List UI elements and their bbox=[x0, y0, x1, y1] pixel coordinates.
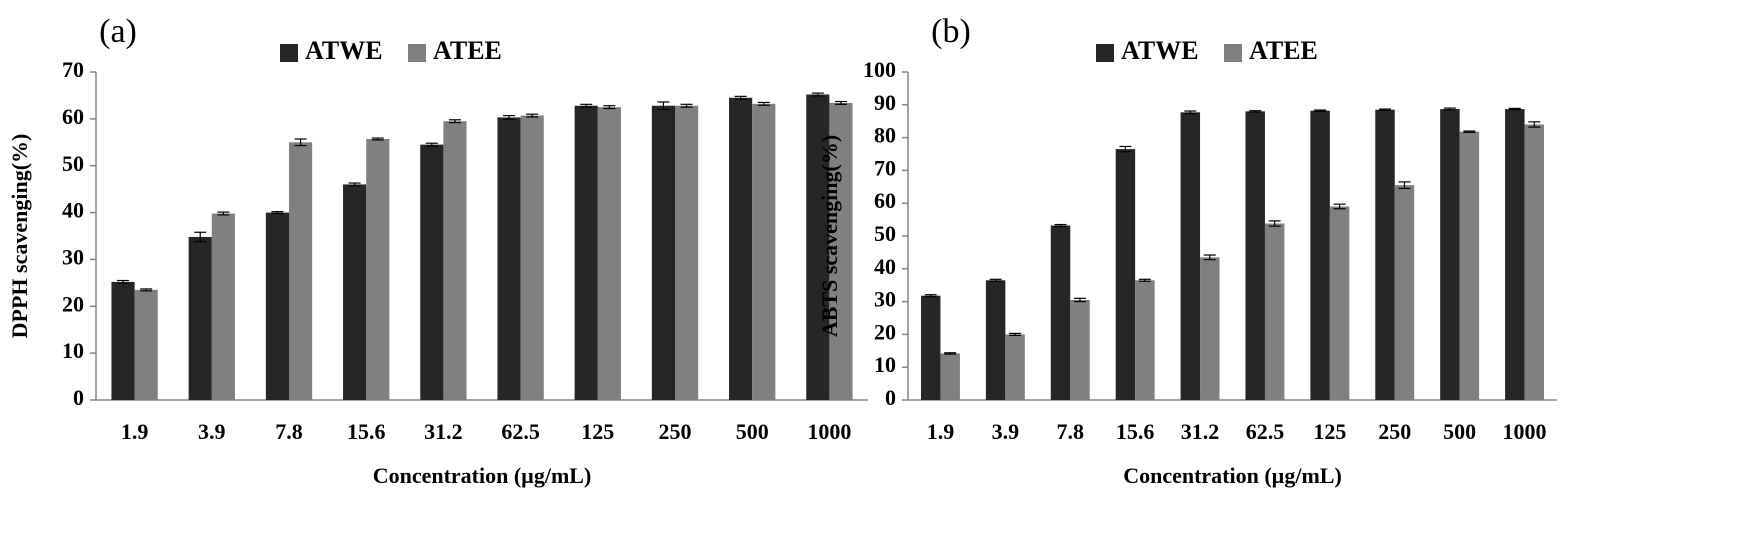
bar-atee-500 bbox=[1459, 131, 1480, 401]
bar-atee-500 bbox=[752, 103, 776, 400]
y-tick-label: 50 bbox=[874, 221, 896, 246]
x-tick-label: 1.9 bbox=[927, 419, 955, 444]
x-tick-label: 7.8 bbox=[275, 419, 303, 444]
x-tick-label: 250 bbox=[659, 419, 692, 444]
x-tick-label: 31.2 bbox=[424, 419, 463, 444]
bar-atee-31.2 bbox=[443, 121, 467, 400]
bar-atee-31.2 bbox=[1200, 257, 1220, 400]
bar-atwe-1.9 bbox=[111, 281, 135, 400]
x-tick-label: 500 bbox=[1443, 419, 1476, 444]
y-axis-title: ABTS scavenging(%) bbox=[817, 135, 842, 337]
bar-atwe-250 bbox=[1375, 109, 1395, 400]
bar-atee-250 bbox=[1394, 185, 1415, 400]
legend-swatch-atwe bbox=[280, 44, 298, 62]
y-tick-label: 10 bbox=[874, 352, 896, 377]
bar-atwe-62.5 bbox=[497, 117, 521, 401]
x-axis-title: Concentration (µg/mL) bbox=[373, 463, 592, 488]
bar-atee-125 bbox=[1329, 206, 1350, 400]
x-tick-label: 250 bbox=[1378, 419, 1411, 444]
y-tick-label: 0 bbox=[885, 385, 896, 410]
x-tick-label: 3.9 bbox=[992, 419, 1020, 444]
x-tick-label: 62.5 bbox=[1246, 419, 1285, 444]
y-tick-label: 90 bbox=[874, 90, 896, 115]
bar-atee-15.6 bbox=[1135, 280, 1155, 400]
bar-atwe-500 bbox=[729, 97, 753, 401]
legend-label-atee: ATEE bbox=[433, 36, 502, 65]
bar-atwe-1000 bbox=[806, 94, 830, 401]
y-tick-label: 20 bbox=[874, 319, 896, 344]
bar-atee-125 bbox=[597, 107, 621, 401]
panel-label: (b) bbox=[931, 13, 971, 50]
bar-atee-3.9 bbox=[211, 213, 235, 400]
bar-atee-15.6 bbox=[366, 139, 390, 400]
x-axis-title: Concentration (µg/mL) bbox=[1123, 463, 1342, 488]
y-axis-title: DPPH scavenging(%) bbox=[7, 134, 32, 339]
bar-atwe-31.2 bbox=[1180, 112, 1201, 401]
chart-panel-b: (b) ATWE ATEE 0 10 20 30 40 50 60 70 80 90 100 1.9 3.9 7… bbox=[817, 13, 1557, 488]
x-tick-label: 7.8 bbox=[1057, 419, 1085, 444]
x-tick-label: 1000 bbox=[1503, 419, 1547, 444]
y-tick-label: 80 bbox=[874, 123, 896, 148]
y-tick-label: 100 bbox=[863, 57, 896, 82]
x-tick-label: 15.6 bbox=[347, 419, 386, 444]
bar-atee-250 bbox=[675, 105, 699, 400]
bar-atee-1.9 bbox=[940, 353, 960, 400]
y-tick-label: 20 bbox=[62, 291, 84, 316]
y-tick-label: 30 bbox=[62, 244, 84, 269]
legend-label-atwe: ATWE bbox=[305, 36, 383, 65]
bar-atwe-500 bbox=[1440, 109, 1460, 401]
bar-atee-1.9 bbox=[134, 289, 158, 400]
bar-atee-3.9 bbox=[1005, 334, 1025, 400]
bar-atwe-15.6 bbox=[1115, 149, 1136, 400]
bar-atwe-125 bbox=[574, 105, 598, 400]
x-tick-label: 31.2 bbox=[1181, 419, 1220, 444]
bar-atee-7.8 bbox=[1070, 299, 1090, 400]
x-tick-label: 62.5 bbox=[501, 419, 540, 444]
y-tick-label: 60 bbox=[874, 188, 896, 213]
bar-atee-7.8 bbox=[289, 142, 313, 401]
y-tick-label: 40 bbox=[62, 198, 84, 223]
x-tick-label: 1000 bbox=[807, 419, 851, 444]
y-tick-label: 60 bbox=[62, 104, 84, 129]
y-tick-label: 70 bbox=[62, 57, 84, 82]
bar-atwe-125 bbox=[1310, 110, 1330, 400]
legend-label-atee: ATEE bbox=[1249, 36, 1318, 65]
chart-panel-a: (a) ATWE ATEE 0 10 20 30 40 50 60 70 1.9 3.9 7.8 15.6 3… bbox=[7, 13, 868, 488]
legend-swatch-atwe bbox=[1096, 44, 1114, 62]
bar-atwe-7.8 bbox=[1050, 225, 1071, 400]
legend-swatch-atee bbox=[1224, 44, 1242, 62]
legend-swatch-atee bbox=[408, 44, 426, 62]
bar-atwe-1000 bbox=[1505, 109, 1525, 401]
bar-atwe-3.9 bbox=[985, 280, 1006, 400]
bar-atwe-250 bbox=[651, 105, 675, 400]
bar-atee-1000 bbox=[1524, 124, 1545, 400]
bar-atwe-1.9 bbox=[920, 295, 941, 400]
legend-label-atwe: ATWE bbox=[1121, 36, 1199, 65]
y-tick-label: 10 bbox=[62, 338, 84, 363]
x-tick-label: 500 bbox=[736, 419, 769, 444]
y-tick-label: 70 bbox=[874, 155, 896, 180]
x-tick-label: 125 bbox=[581, 419, 614, 444]
bar-atee-62.5 bbox=[520, 115, 544, 400]
x-tick-label: 1.9 bbox=[121, 419, 149, 444]
x-tick-label: 125 bbox=[1313, 419, 1346, 444]
bar-atwe-3.9 bbox=[188, 236, 212, 400]
y-tick-label: 50 bbox=[62, 151, 84, 176]
panel-label: (a) bbox=[99, 13, 137, 50]
x-tick-label: 15.6 bbox=[1116, 419, 1155, 444]
bar-atee-1000 bbox=[829, 102, 853, 400]
y-tick-label: 30 bbox=[874, 287, 896, 312]
y-tick-label: 0 bbox=[73, 385, 84, 410]
bar-atwe-7.8 bbox=[265, 212, 289, 400]
bar-atwe-62.5 bbox=[1245, 111, 1265, 401]
y-tick-label: 40 bbox=[874, 254, 896, 279]
bar-atwe-31.2 bbox=[420, 144, 444, 400]
x-tick-label: 3.9 bbox=[198, 419, 226, 444]
bar-atee-62.5 bbox=[1264, 223, 1285, 400]
bar-atwe-15.6 bbox=[343, 184, 367, 400]
